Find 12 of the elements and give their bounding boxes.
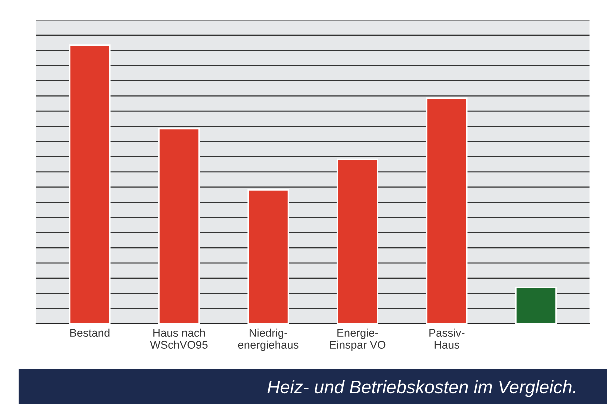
bar	[158, 128, 200, 324]
bar	[69, 44, 111, 324]
x-tick-label: Bestand	[70, 328, 110, 338]
x-tick-label: Energie- Einspar VO	[330, 328, 386, 352]
x-tick-label: Niedrig- energiehaus	[238, 328, 299, 352]
bar	[426, 98, 468, 324]
bar	[515, 287, 557, 324]
bar	[248, 190, 290, 324]
text: Heiz- und Betriebskosten im Vergleich.	[268, 380, 576, 398]
x-tick-label: Passiv- Haus	[430, 328, 465, 349]
bar	[336, 158, 379, 324]
x-tick-label: Haus nach WSchVO95	[150, 328, 208, 349]
